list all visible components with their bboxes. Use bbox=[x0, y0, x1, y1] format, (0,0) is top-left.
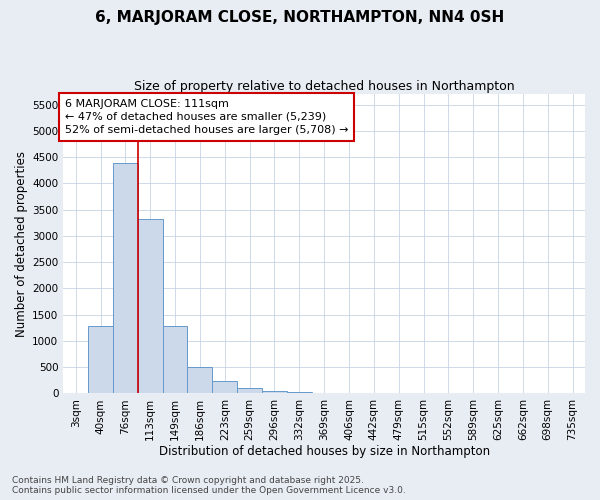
Bar bbox=[187, 367, 212, 394]
Text: 6, MARJORAM CLOSE, NORTHAMPTON, NN4 0SH: 6, MARJORAM CLOSE, NORTHAMPTON, NN4 0SH bbox=[95, 10, 505, 25]
Text: 6 MARJORAM CLOSE: 111sqm
← 47% of detached houses are smaller (5,239)
52% of sem: 6 MARJORAM CLOSE: 111sqm ← 47% of detach… bbox=[65, 98, 348, 135]
Title: Size of property relative to detached houses in Northampton: Size of property relative to detached ho… bbox=[134, 80, 514, 93]
Bar bbox=[138, 219, 163, 394]
Bar bbox=[212, 382, 237, 394]
Bar bbox=[262, 390, 287, 394]
Bar bbox=[163, 326, 187, 394]
Text: Contains HM Land Registry data © Crown copyright and database right 2025.
Contai: Contains HM Land Registry data © Crown c… bbox=[12, 476, 406, 495]
Bar bbox=[113, 164, 138, 394]
Bar bbox=[237, 388, 262, 394]
Bar bbox=[287, 392, 312, 394]
Y-axis label: Number of detached properties: Number of detached properties bbox=[15, 151, 28, 337]
Bar bbox=[88, 326, 113, 394]
X-axis label: Distribution of detached houses by size in Northampton: Distribution of detached houses by size … bbox=[158, 444, 490, 458]
